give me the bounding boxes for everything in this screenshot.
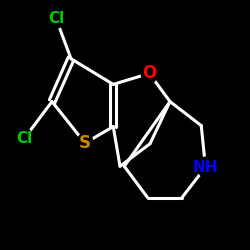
Circle shape [141, 64, 157, 84]
Circle shape [198, 157, 214, 177]
Circle shape [16, 128, 32, 148]
Circle shape [77, 133, 93, 153]
Text: NH: NH [193, 160, 218, 175]
Circle shape [48, 8, 64, 28]
Text: Cl: Cl [48, 11, 64, 26]
Text: O: O [142, 64, 156, 82]
Text: Cl: Cl [16, 130, 32, 146]
Text: S: S [79, 134, 91, 152]
